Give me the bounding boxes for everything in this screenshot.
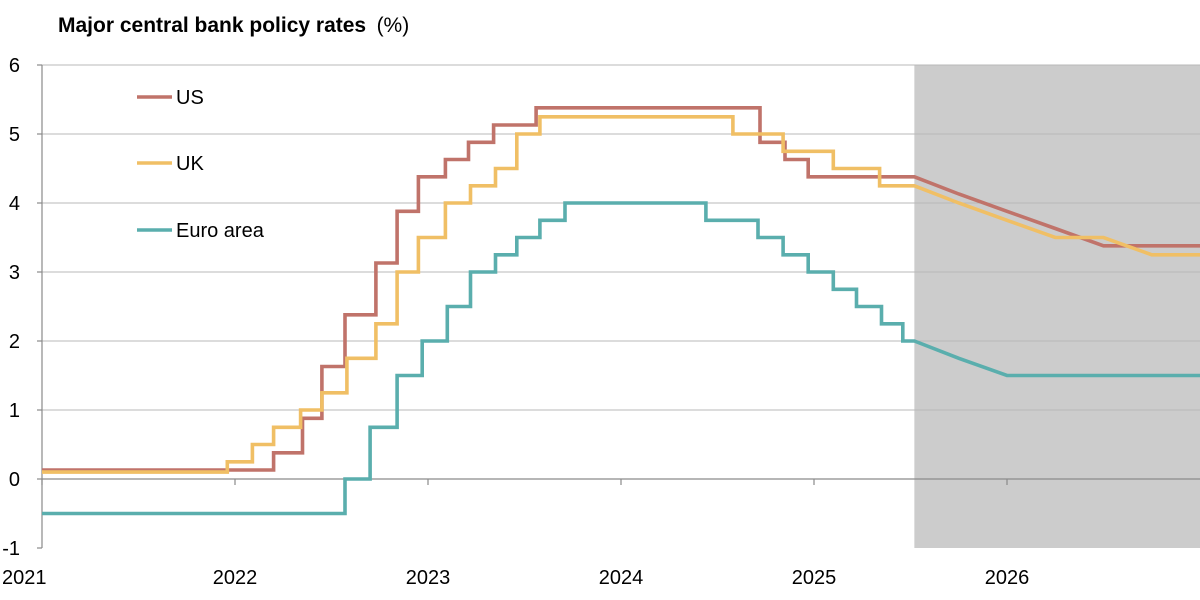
forecast-shaded-region <box>914 65 1200 548</box>
legend-label-euro-area: Euro area <box>176 220 265 242</box>
chart-title-unit: (%) <box>377 14 410 37</box>
series-lines <box>42 106 1200 516</box>
axes: -1 0 1 2 3 4 5 6 2021 2022 2023 2024 2025 2026 <box>2 55 1200 589</box>
y-tick-label-1: 0 <box>9 469 20 491</box>
y-tick-label-0: -1 <box>2 538 20 560</box>
x-tick-label-2: 2023 <box>406 567 451 589</box>
chart-title: Major central bank policy rates (%) <box>58 14 409 37</box>
legend-label-uk: UK <box>176 153 204 175</box>
series-line-euro-area <box>42 201 1200 516</box>
x-tick-label-1: 2022 <box>213 567 258 589</box>
chart-title-text: Major central bank policy rates <box>58 14 366 37</box>
legend-label-us: US <box>176 87 204 109</box>
legend: US UK Euro area <box>137 87 265 242</box>
y-tick-label-7: 6 <box>9 55 20 77</box>
y-tick-label-5: 4 <box>9 193 20 215</box>
y-tick-label-6: 5 <box>9 124 20 146</box>
series-line-us <box>42 106 1200 472</box>
forecast-region-layer <box>914 65 1200 548</box>
y-tick-label-2: 1 <box>9 400 20 422</box>
x-tick-label-3: 2024 <box>599 567 644 589</box>
series-line-uk <box>42 115 1200 474</box>
y-tick-label-3: 2 <box>9 331 20 353</box>
x-tick-label-0: 2021 <box>2 567 47 589</box>
x-tick-label-4: 2025 <box>792 567 837 589</box>
x-tick-label-5: 2026 <box>985 567 1030 589</box>
y-tick-label-4: 3 <box>9 262 20 284</box>
